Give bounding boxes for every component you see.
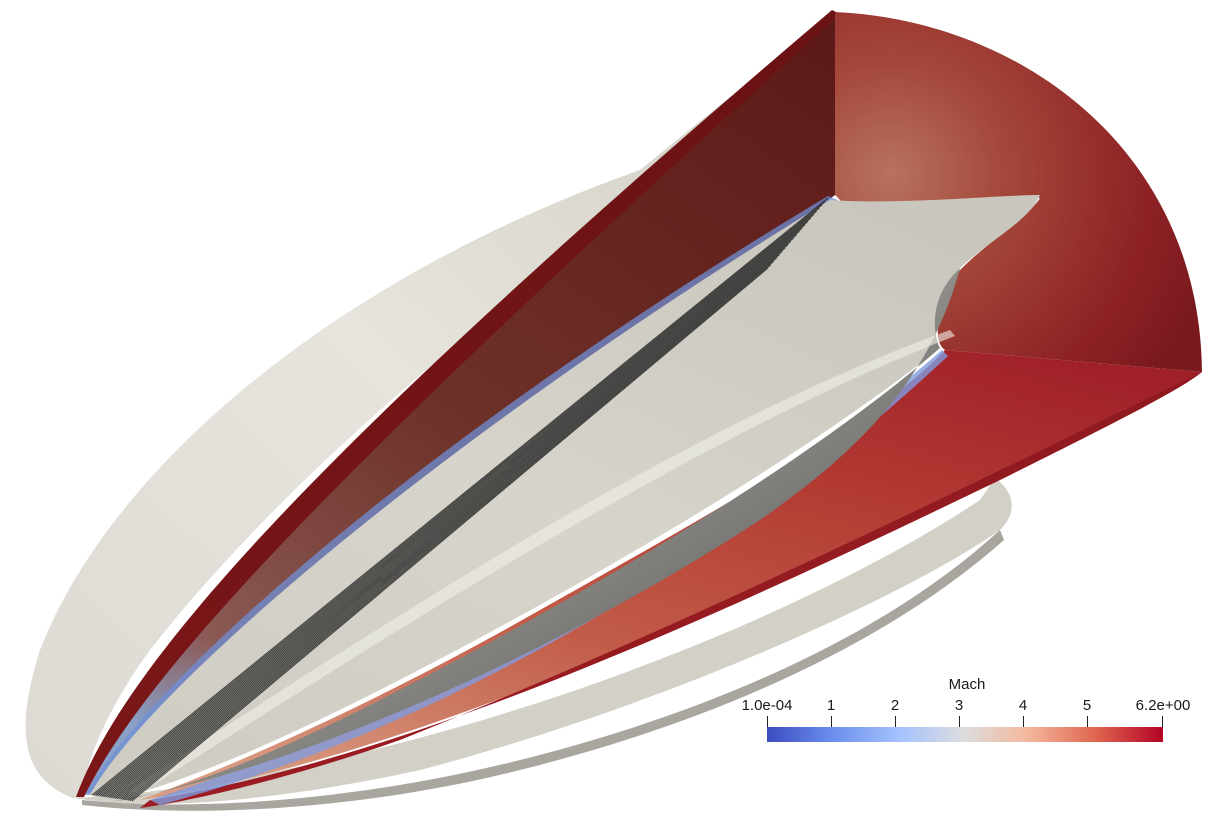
end-face: [835, 12, 1202, 372]
colorbar-tick-label: 1: [826, 697, 836, 714]
colorbar-tick-label: 6.2e+00: [1135, 697, 1191, 714]
colorbar-tick: [895, 716, 896, 727]
outer-shell-lower-shadow: [82, 530, 1004, 811]
colorbar-tick-label: 4: [1018, 697, 1028, 714]
surface-grid-line: [125, 257, 777, 801]
colorbar-gradient: [767, 727, 1163, 742]
surface-grid-line: [129, 264, 772, 802]
surface-grid-line: [131, 267, 769, 802]
surface-grid-line: [127, 260, 775, 801]
surface-grid-line: [101, 214, 815, 797]
surface-grid-line: [97, 207, 820, 797]
surface-grid-line: [114, 237, 795, 799]
mach-colorbar: Mach 1.0e-04 1 2 3 4 5 6.2e+00: [740, 676, 1190, 756]
surface-grid-line: [93, 200, 826, 796]
colorbar-tick: [1162, 716, 1163, 727]
surface-grid-line: [104, 220, 809, 798]
surface-grid-line: [122, 250, 783, 800]
colorbar-tick-label: 3: [954, 697, 964, 714]
surface-grid-lines: [91, 197, 829, 802]
colorbar-tick: [1023, 716, 1024, 727]
colorbar-tick: [831, 716, 832, 727]
surface-grid-line: [108, 227, 803, 798]
surface-grid-line: [116, 240, 792, 800]
surface-grid-line: [91, 197, 829, 796]
colorbar-tick: [959, 716, 960, 727]
surface-grid-line: [124, 254, 780, 801]
colorbar-tick-label: 5: [1082, 697, 1092, 714]
body-top-surface: [90, 195, 1040, 800]
surface-grid-line: [106, 224, 806, 798]
colorbar-tick-label: 1.0e-04: [741, 697, 793, 714]
colorbar-title: Mach: [948, 676, 986, 693]
surface-grid-line: [99, 210, 817, 797]
surface-grid-line: [118, 244, 789, 800]
surface-grid-line: [120, 247, 786, 800]
surface-grid-line: [95, 204, 823, 796]
colorbar-tick: [767, 716, 768, 727]
surface-grid-line: [103, 217, 812, 798]
surface-grid-line: [110, 230, 800, 799]
surface-grid-line: [112, 234, 797, 799]
colorbar-tick: [1087, 716, 1088, 727]
colorbar-tick-label: 2: [890, 697, 900, 714]
